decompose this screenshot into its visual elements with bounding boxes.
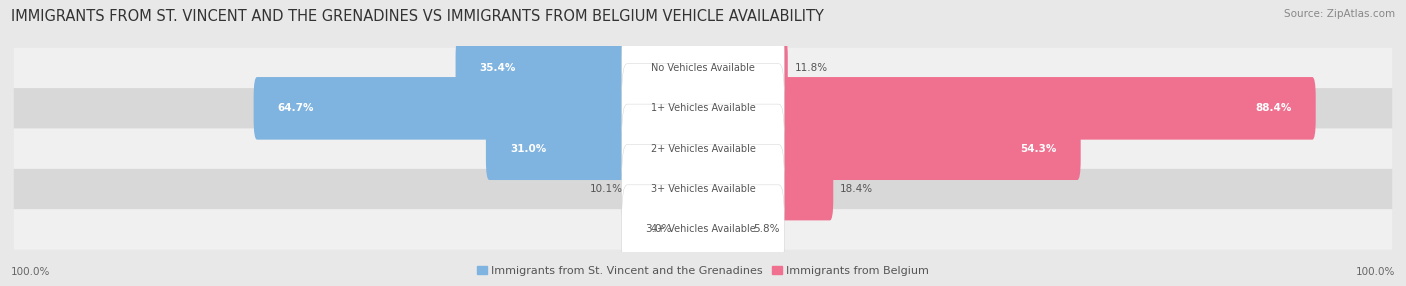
FancyBboxPatch shape [14,48,1392,88]
FancyBboxPatch shape [700,77,1316,140]
FancyBboxPatch shape [14,209,1392,250]
Text: 100.0%: 100.0% [1355,267,1395,277]
FancyBboxPatch shape [679,198,706,261]
Text: 64.7%: 64.7% [278,103,315,113]
Text: 5.8%: 5.8% [754,225,780,235]
Text: 54.3%: 54.3% [1021,144,1056,154]
Text: IMMIGRANTS FROM ST. VINCENT AND THE GRENADINES VS IMMIGRANTS FROM BELGIUM VEHICL: IMMIGRANTS FROM ST. VINCENT AND THE GREN… [11,9,824,23]
Legend: Immigrants from St. Vincent and the Grenadines, Immigrants from Belgium: Immigrants from St. Vincent and the Gren… [472,262,934,281]
FancyBboxPatch shape [621,185,785,274]
FancyBboxPatch shape [486,118,706,180]
Text: No Vehicles Available: No Vehicles Available [651,63,755,73]
FancyBboxPatch shape [700,198,747,261]
FancyBboxPatch shape [700,158,834,221]
FancyBboxPatch shape [621,104,785,193]
Text: 18.4%: 18.4% [841,184,873,194]
Text: 100.0%: 100.0% [11,267,51,277]
FancyBboxPatch shape [700,37,787,99]
FancyBboxPatch shape [456,37,706,99]
Text: 88.4%: 88.4% [1256,103,1292,113]
FancyBboxPatch shape [14,169,1392,209]
FancyBboxPatch shape [14,88,1392,128]
Text: 4+ Vehicles Available: 4+ Vehicles Available [651,225,755,235]
FancyBboxPatch shape [621,23,785,113]
Text: 3+ Vehicles Available: 3+ Vehicles Available [651,184,755,194]
Text: 3.0%: 3.0% [645,225,672,235]
FancyBboxPatch shape [621,64,785,153]
FancyBboxPatch shape [621,144,785,234]
Text: Source: ZipAtlas.com: Source: ZipAtlas.com [1284,9,1395,19]
FancyBboxPatch shape [253,77,706,140]
FancyBboxPatch shape [14,128,1392,169]
FancyBboxPatch shape [630,158,706,221]
Text: 2+ Vehicles Available: 2+ Vehicles Available [651,144,755,154]
FancyBboxPatch shape [700,118,1081,180]
Text: 1+ Vehicles Available: 1+ Vehicles Available [651,103,755,113]
Text: 35.4%: 35.4% [479,63,516,73]
Text: 31.0%: 31.0% [510,144,547,154]
Text: 10.1%: 10.1% [591,184,623,194]
Text: 11.8%: 11.8% [794,63,828,73]
